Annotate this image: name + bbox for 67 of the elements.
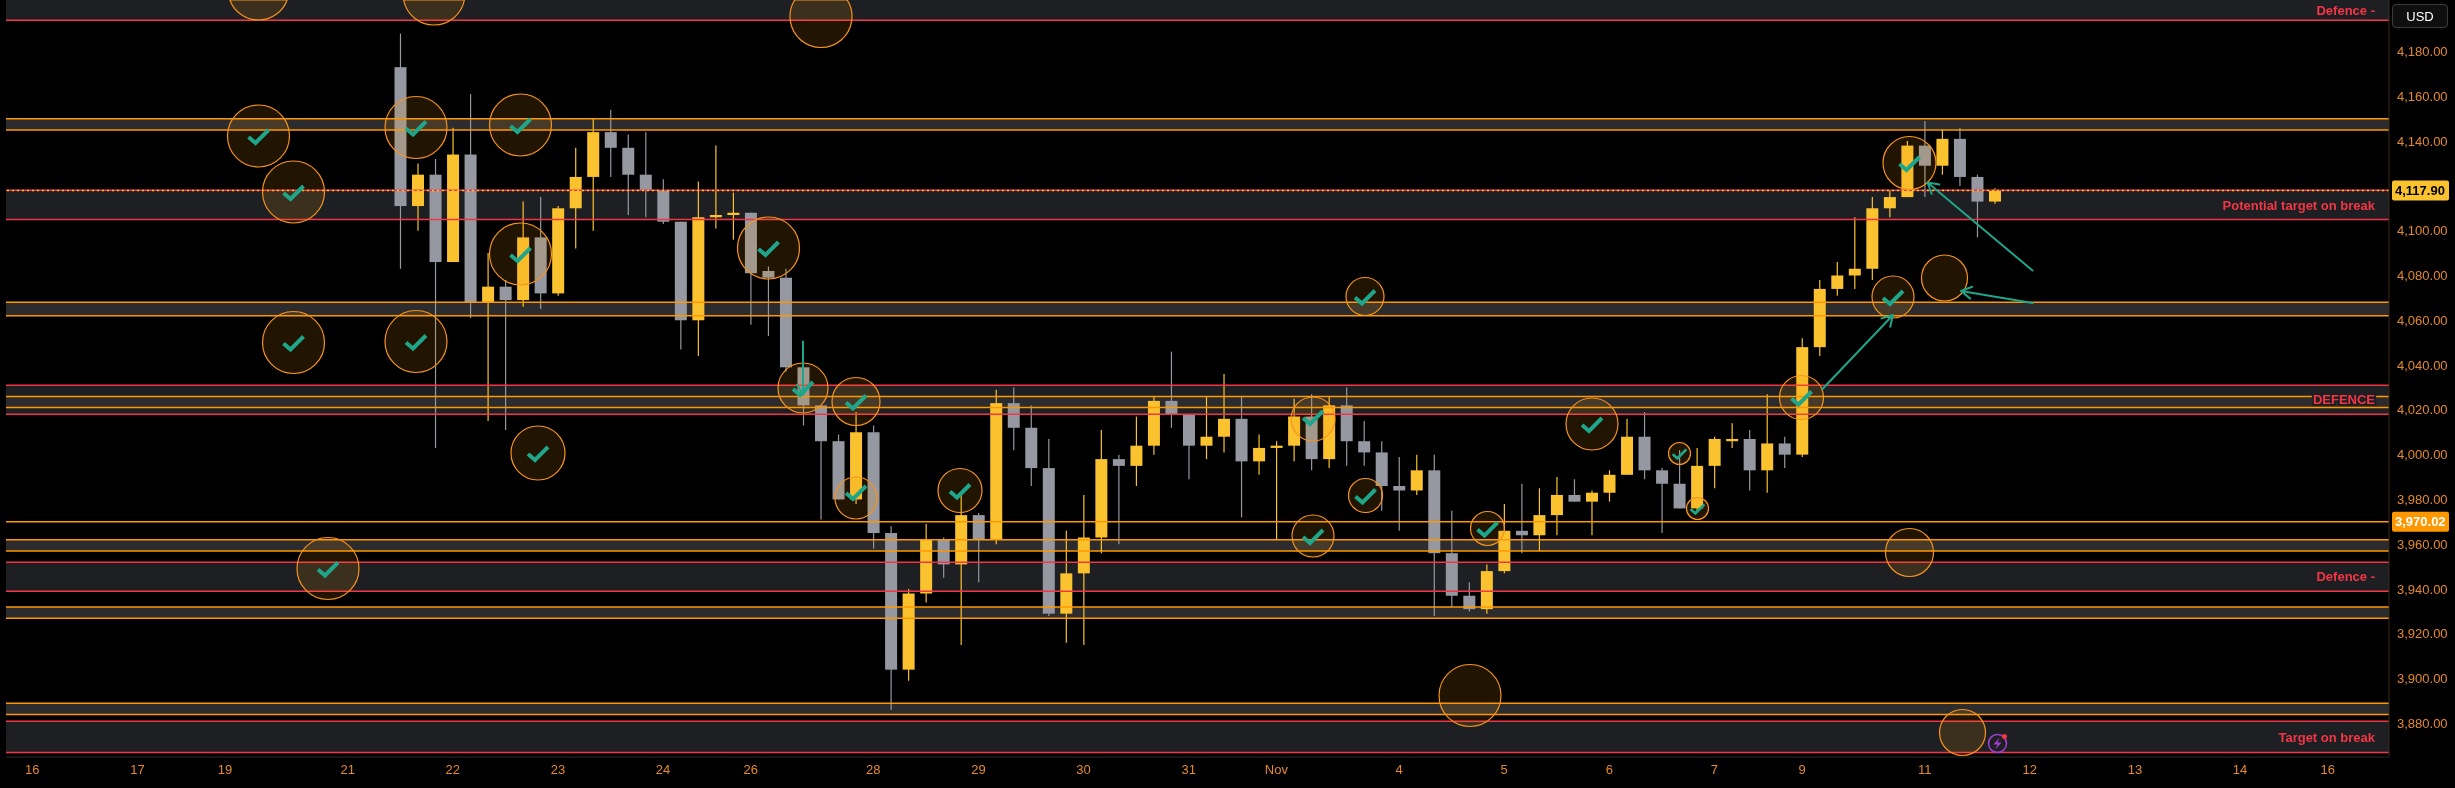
- x-tick-label: 7: [1710, 762, 1719, 778]
- band-label: Defence -: [2316, 569, 2375, 585]
- y-tick-label: 4,180.00: [2397, 44, 2448, 60]
- candlestick: [1200, 395, 1213, 460]
- y-tick-label: 3,880.00: [2397, 716, 2448, 732]
- band-label: DEFENCE: [2312, 392, 2376, 408]
- y-tick-label: 4,060.00: [2397, 312, 2448, 328]
- x-tick-label: 19: [217, 762, 233, 778]
- x-tick-label: 31: [1181, 762, 1196, 778]
- x-tick-label: 22: [445, 762, 461, 778]
- candlestick: [1568, 478, 1581, 503]
- x-tick-label: 29: [971, 762, 986, 778]
- candlestick: [639, 131, 652, 218]
- x-tick-label: 9: [1798, 762, 1806, 778]
- x-tick-label: Nov: [1264, 762, 1289, 778]
- candlestick: [1130, 415, 1143, 487]
- y-tick-label: 4,160.00: [2397, 88, 2448, 104]
- candlestick: [1550, 476, 1563, 536]
- candlestick: [1218, 373, 1231, 454]
- x-tick-label: 6: [1605, 762, 1613, 778]
- x-tick-label: 5: [1500, 762, 1508, 778]
- candlestick: [1358, 420, 1371, 467]
- x-tick-label: 17: [130, 762, 145, 778]
- candlestick: [1918, 120, 1931, 198]
- band-label: Potential target on break: [2222, 197, 2376, 213]
- band-label: Target on break: [2278, 729, 2376, 745]
- candlestick: [1603, 469, 1616, 503]
- x-tick-label: 28: [866, 762, 881, 778]
- x-tick-label: 16: [25, 762, 40, 778]
- y-tick-label: 4,080.00: [2397, 268, 2448, 284]
- candlestick: [1253, 433, 1266, 476]
- y-tick-label: 3,940.00: [2397, 581, 2448, 597]
- ref-line-label: 3,970.02: [2395, 514, 2446, 530]
- y-tick-label: 3,900.00: [2397, 671, 2448, 687]
- y-tick-label: 3,960.00: [2397, 536, 2448, 552]
- y-tick-label: 3,980.00: [2397, 492, 2448, 508]
- y-tick-label: 4,020.00: [2397, 402, 2448, 418]
- y-tick-label: 4,100.00: [2397, 223, 2448, 239]
- x-tick-label: 4: [1395, 762, 1403, 778]
- ref-line-label: 4,117.90: [2395, 183, 2445, 199]
- x-tick-label: 21: [340, 762, 355, 778]
- y-axis-title: USD: [2392, 4, 2448, 28]
- x-tick-label: 13: [2127, 762, 2143, 778]
- x-tick-label: 11: [1917, 762, 1932, 778]
- x-tick-label: 26: [743, 762, 758, 778]
- band-label: Defence -: [2316, 2, 2375, 18]
- candlestick: [762, 265, 775, 337]
- candlestick: [1883, 189, 1896, 218]
- candlestick: [1410, 454, 1423, 496]
- candlestick: [1112, 454, 1125, 545]
- y-tick-label: 4,140.00: [2397, 133, 2448, 149]
- candlestick: [1656, 467, 1669, 534]
- candlestick: [482, 252, 495, 422]
- x-tick-label: 24: [655, 762, 671, 778]
- x-tick-label: 16: [2320, 762, 2335, 778]
- candlestick: [1585, 489, 1598, 536]
- y-tick-label: 3,920.00: [2397, 626, 2448, 642]
- x-tick-label: 30: [1076, 762, 1091, 778]
- x-tick-label: 23: [550, 762, 566, 778]
- candlestick: [604, 109, 617, 178]
- x-tick-label: 12: [2022, 762, 2038, 778]
- candlestick: [499, 279, 512, 431]
- candlestick: [1831, 261, 1844, 297]
- candlestick: [1778, 436, 1791, 469]
- y-tick-label: 4,040.00: [2397, 357, 2448, 373]
- y-tick-label: 4,000.00: [2397, 447, 2448, 463]
- x-tick-label: 14: [2232, 762, 2248, 778]
